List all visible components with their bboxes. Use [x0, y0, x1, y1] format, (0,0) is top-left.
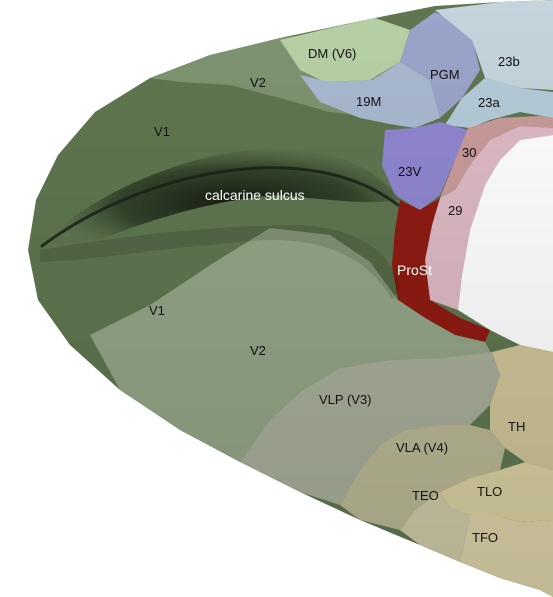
label-v2-top: V2	[250, 75, 266, 90]
label-tlo: TLO	[477, 484, 502, 499]
label-29: 29	[448, 203, 462, 218]
label-dm-v6: DM (V6)	[308, 46, 356, 61]
label-v2-bottom: V2	[250, 343, 266, 358]
label-23v: 23V	[398, 164, 421, 179]
label-19m: 19M	[356, 94, 381, 109]
label-v1-bottom: V1	[149, 303, 165, 318]
label-th: TH	[508, 419, 525, 434]
label-calcarine-sulcus: calcarine sulcus	[205, 187, 305, 203]
label-vlp-v3: VLP (V3)	[319, 392, 372, 407]
label-vla-v4: VLA (V4)	[396, 440, 448, 455]
label-tfo: TFO	[472, 530, 498, 545]
label-23b: 23b	[498, 54, 520, 69]
label-30: 30	[462, 145, 476, 160]
label-23a: 23a	[478, 95, 500, 110]
label-teo: TEO	[412, 488, 439, 503]
label-prost: ProSt	[397, 262, 432, 278]
label-pgm: PGM	[430, 67, 460, 82]
label-v1-top: V1	[154, 124, 170, 139]
